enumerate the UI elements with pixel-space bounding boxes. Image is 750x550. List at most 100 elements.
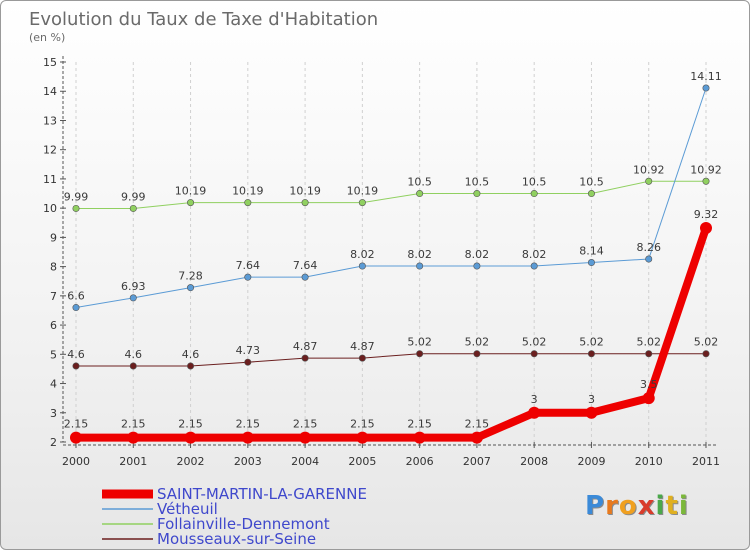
data-label: 10.92 (690, 163, 722, 176)
logo-letter: P (585, 491, 606, 521)
data-label: 14.11 (690, 70, 722, 83)
data-label: 5.02 (694, 336, 719, 349)
data-label: 3.5 (640, 378, 658, 391)
data-label: 9.32 (694, 208, 719, 221)
legend: SAINT-MARTIN-LA-GARENNEVétheuilFollainvi… (102, 485, 367, 548)
data-label: 10.92 (633, 163, 665, 176)
data-point (301, 199, 309, 207)
x-tick-label: 2008 (520, 455, 548, 468)
y-tick-label: 12 (43, 144, 57, 157)
data-point (184, 431, 197, 444)
data-point (587, 259, 595, 267)
data-point (72, 204, 80, 212)
data-point (416, 190, 424, 198)
data-point (645, 255, 653, 263)
data-point (702, 177, 710, 185)
data-label: 10.5 (579, 176, 604, 189)
x-tick-label: 2004 (291, 455, 319, 468)
data-point (470, 431, 483, 444)
data-point (244, 273, 252, 281)
data-label: 4.6 (125, 348, 143, 361)
data-point (129, 204, 137, 212)
data-label: 10.5 (465, 176, 490, 189)
data-point (528, 406, 541, 419)
data-point (244, 358, 252, 366)
data-label: 10.19 (289, 185, 321, 198)
x-tick-label: 2000 (62, 455, 90, 468)
data-point (702, 84, 710, 92)
data-label: 4.87 (293, 340, 318, 353)
series-line (75, 87, 707, 309)
data-label: 3 (531, 393, 538, 406)
data-point (416, 262, 424, 270)
data-point (473, 190, 481, 198)
data-label: 2.15 (350, 418, 375, 431)
logo-letter: r (605, 491, 619, 521)
data-label: 7.64 (293, 259, 318, 272)
data-point (530, 262, 538, 270)
data-label: 2.15 (236, 418, 261, 431)
data-label: 2.15 (465, 418, 490, 431)
data-label: 5.02 (465, 336, 490, 349)
data-label: 4.87 (350, 340, 375, 353)
logo-letter: i (678, 491, 689, 521)
x-tick-label: 2007 (463, 455, 491, 468)
y-tick-label: 8 (50, 261, 57, 274)
y-tick-label: 6 (50, 319, 57, 332)
data-label: 5.02 (522, 336, 547, 349)
data-point (299, 431, 312, 444)
y-tick-label: 11 (43, 173, 57, 186)
x-tick-label: 2010 (635, 455, 663, 468)
legend-label: Mousseaux-sur-Seine (157, 530, 316, 548)
data-point (244, 199, 252, 207)
data-point (358, 262, 366, 270)
y-tick-label: 7 (50, 290, 57, 303)
data-label: 10.19 (347, 185, 379, 198)
data-point (473, 350, 481, 358)
data-label: 10.5 (407, 176, 432, 189)
data-point (301, 273, 309, 281)
data-point (70, 431, 82, 444)
data-label: 9.99 (64, 190, 89, 203)
data-label: 8.02 (465, 248, 490, 261)
data-label: 6.6 (67, 290, 85, 303)
data-point (413, 431, 426, 444)
legend-label: SAINT-MARTIN-LA-GARENNE (157, 485, 367, 503)
data-label: 2.15 (293, 418, 318, 431)
y-tick-label: 2 (50, 436, 57, 449)
data-point (187, 284, 195, 292)
data-point (129, 294, 137, 302)
data-point (702, 350, 710, 358)
data-point (301, 354, 309, 362)
data-label: 8.02 (522, 248, 547, 261)
logo-letter: o (618, 491, 638, 521)
data-label: 4.6 (182, 348, 200, 361)
logo-letter: i (655, 491, 666, 521)
data-point (700, 222, 712, 235)
data-point (530, 350, 538, 358)
y-tick-label: 14 (43, 85, 57, 98)
data-point (645, 350, 653, 358)
chart-title: Evolution du Taux de Taxe d'Habitation (29, 9, 378, 30)
x-tick-label: 2011 (692, 455, 720, 468)
data-point (241, 431, 254, 444)
logo-letter: t (665, 491, 679, 521)
data-point (358, 199, 366, 207)
data-label: 5.02 (636, 336, 661, 349)
series-line (76, 180, 706, 209)
data-label: 4.73 (236, 344, 261, 357)
x-tick-label: 2009 (577, 455, 605, 468)
data-label: 6.93 (121, 280, 146, 293)
data-point (72, 362, 80, 370)
proxiti-logo: Proxiti (585, 491, 689, 521)
y-tick-label: 4 (50, 378, 57, 391)
data-label: 10.19 (175, 185, 207, 198)
legend-label: Follainville-Dennemont (157, 515, 330, 533)
y-tick-label: 13 (43, 114, 57, 127)
data-label: 8.02 (407, 248, 432, 261)
data-point (187, 199, 195, 207)
data-label: 2.15 (178, 418, 203, 431)
data-label: 8.02 (350, 248, 375, 261)
